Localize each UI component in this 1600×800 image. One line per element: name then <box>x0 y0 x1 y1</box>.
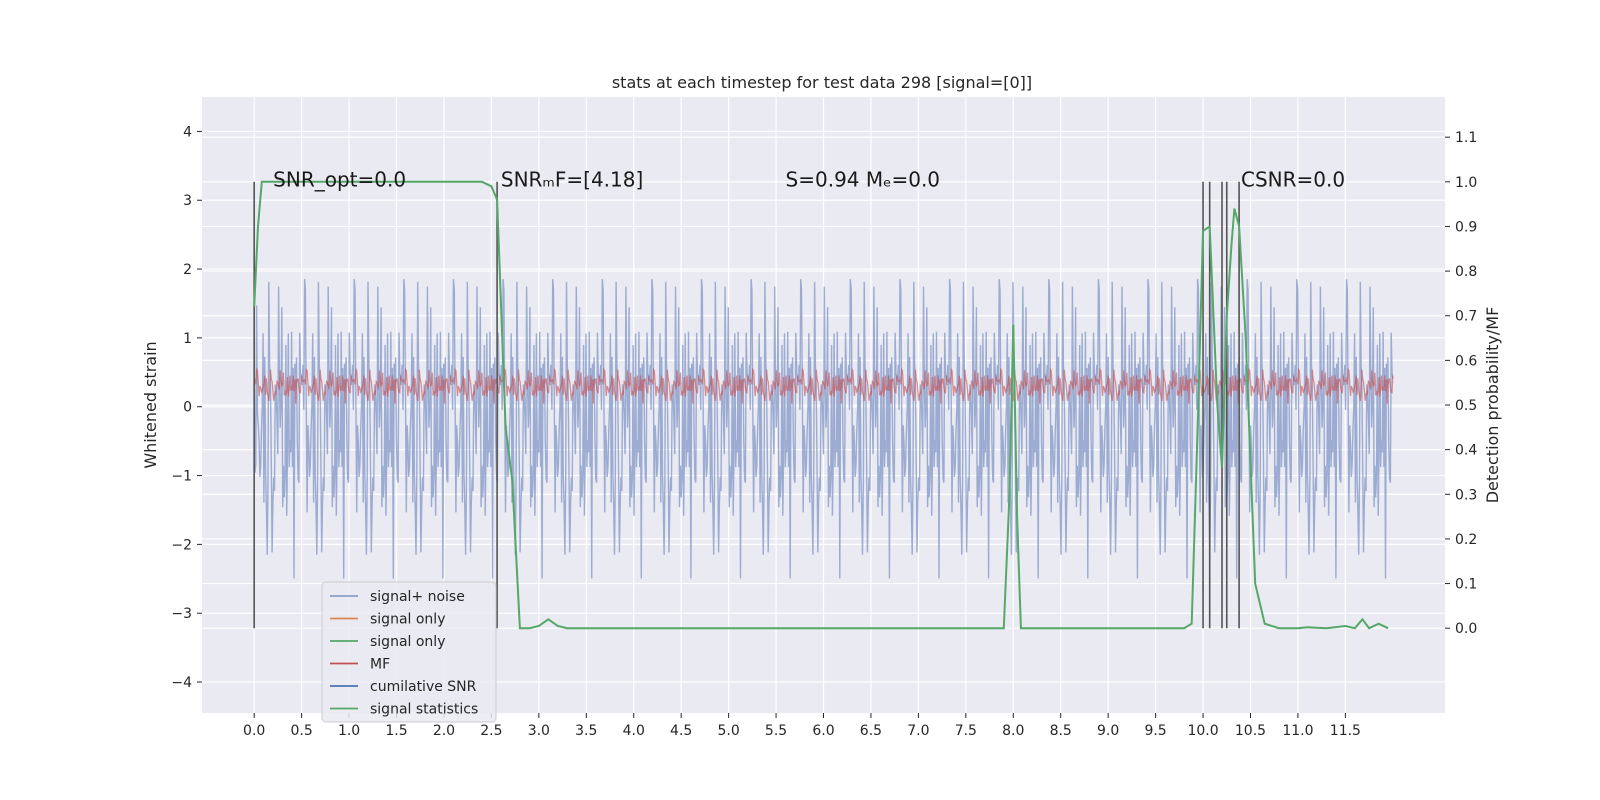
y-ticks-right: 1.1 1.0 0.9 0.8 0.7 0.6 0.5 0.4 0.3 0.2 0.1 0.0 <box>1445 130 1477 637</box>
y-tick-label: 4 <box>183 124 192 140</box>
x-tick-label: 2.5 <box>480 723 502 739</box>
y-axis-label-right: Detection probability/MF <box>1483 307 1502 504</box>
y-axis-label-left: Whitened strain <box>141 341 160 468</box>
x-tick-label: 1.0 <box>338 723 360 739</box>
legend-label: MF <box>370 657 390 673</box>
x-tick-label: 5.5 <box>765 723 787 739</box>
x-tick-label: 0.0 <box>243 723 265 739</box>
x-tick-label: 6.0 <box>812 723 834 739</box>
y-tick-label: 3 <box>183 193 192 209</box>
x-tick-label: 8.0 <box>1002 723 1024 739</box>
x-ticks: 0.0 0.5 1.0 1.5 2.0 2.5 3.0 3.5 4.0 4.5 5.0 5.5 6.0 6… <box>243 713 1361 739</box>
y-tick-label: −3 <box>171 606 192 622</box>
annotation: S=0.94 Mₑ=0.0 <box>786 167 941 191</box>
x-tick-label: 3.0 <box>528 723 550 739</box>
y-right-tick-label: 0.6 <box>1455 353 1477 369</box>
x-tick-label: 10.0 <box>1187 723 1218 739</box>
annotation: SNR_opt=0.0 <box>273 167 406 191</box>
x-tick-label: 1.5 <box>385 723 407 739</box>
y-right-tick-label: 0.2 <box>1455 532 1477 548</box>
x-tick-label: 4.5 <box>670 723 692 739</box>
legend-label: cumilative SNR <box>370 679 477 695</box>
y-right-tick-label: 0.4 <box>1455 443 1477 459</box>
x-tick-label: 4.0 <box>623 723 645 739</box>
y-tick-label: −4 <box>171 675 192 691</box>
y-right-tick-label: 1.1 <box>1455 130 1477 146</box>
y-right-tick-label: 1.0 <box>1455 175 1477 191</box>
y-right-tick-label: 0.1 <box>1455 577 1477 593</box>
annotation: SNRₘF=[4.18] <box>501 167 643 191</box>
x-tick-label: 10.5 <box>1235 723 1266 739</box>
x-tick-label: 3.5 <box>575 723 597 739</box>
y-tick-label: −1 <box>171 469 192 485</box>
x-tick-label: 5.0 <box>717 723 739 739</box>
x-tick-label: 2.0 <box>433 723 455 739</box>
y-tick-label: 2 <box>183 262 192 278</box>
x-tick-label: 7.5 <box>955 723 977 739</box>
signal-statistics-line <box>253 180 1389 630</box>
y-right-tick-label: 0.0 <box>1455 621 1477 637</box>
y-tick-label: −2 <box>171 537 192 553</box>
series-signal-statistics <box>253 180 1389 630</box>
y-right-tick-label: 0.9 <box>1455 219 1477 235</box>
annotation: CSNR=0.0 <box>1241 167 1345 191</box>
legend-label: signal only <box>370 612 445 628</box>
x-tick-label: 9.0 <box>1097 723 1119 739</box>
y-right-tick-label: 0.5 <box>1455 398 1477 414</box>
y-right-tick-label: 0.7 <box>1455 309 1477 325</box>
legend-label: signal only <box>370 634 445 650</box>
y-right-tick-label: 0.8 <box>1455 264 1477 280</box>
grid <box>202 97 1445 713</box>
legend-box <box>321 581 497 723</box>
x-tick-label: 0.5 <box>290 723 312 739</box>
x-tick-label: 11.0 <box>1282 723 1313 739</box>
x-tick-label: 8.5 <box>1050 723 1072 739</box>
y-tick-label: 0 <box>183 400 192 416</box>
x-tick-label: 6.5 <box>860 723 882 739</box>
y-right-tick-label: 0.3 <box>1455 487 1477 503</box>
y-tick-label: 1 <box>183 331 192 347</box>
x-tick-label: 9.5 <box>1144 723 1166 739</box>
annotations: SNR_opt=0.0 SNRₘF=[4.18] S=0.94 Mₑ=0.0 CSNR… <box>273 167 1345 191</box>
x-tick-label: 11.5 <box>1330 723 1361 739</box>
y-ticks-left: 4 3 2 1 0 −1 −2 −3 −4 <box>171 124 202 691</box>
legend-label: signal+ noise <box>370 589 465 605</box>
legend: signal+ noise signal only signal only MF cum… <box>321 581 497 723</box>
chart-title: stats at each timestep for test data 298… <box>612 73 1032 92</box>
x-tick-label: 7.0 <box>907 723 929 739</box>
legend-label: signal statistics <box>370 702 478 718</box>
